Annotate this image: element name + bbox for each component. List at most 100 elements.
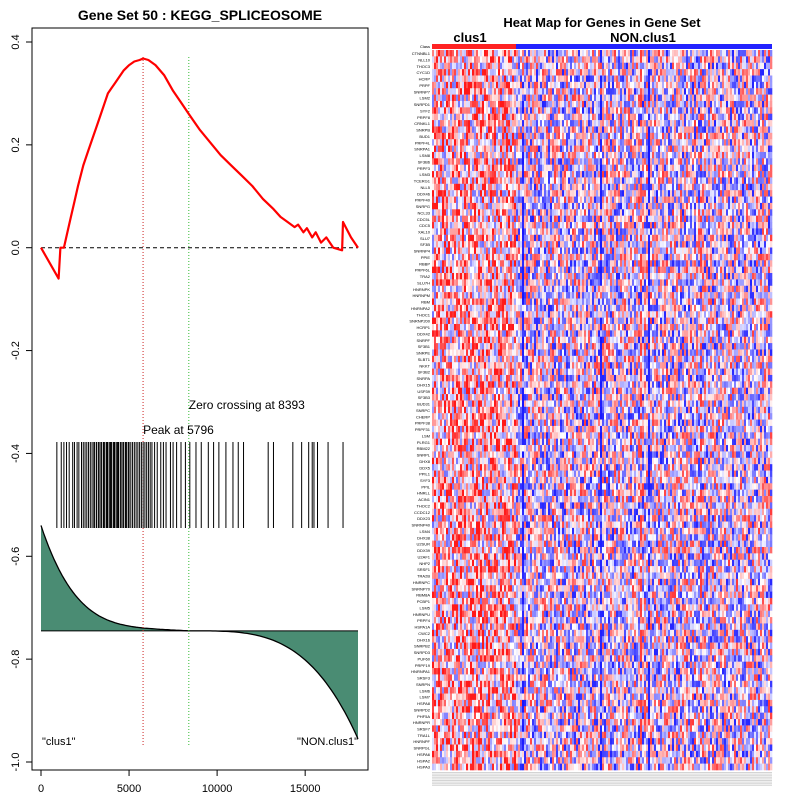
heatmap-cell [470, 107, 472, 114]
heatmap-cell [452, 69, 454, 76]
heatmap-cell [726, 152, 728, 159]
heatmap-cell [470, 56, 472, 63]
heatmap-cell [672, 95, 674, 102]
heatmap-cell [632, 133, 634, 140]
heatmap-cell [736, 171, 738, 178]
heatmap-cell [662, 56, 664, 63]
heatmap-cell [634, 56, 636, 63]
heatmap-cell [502, 184, 504, 191]
heatmap-cell [502, 56, 504, 63]
heatmap-cell [766, 146, 768, 153]
heatmap-cell [742, 120, 744, 127]
row-label: SNRNP70 [412, 586, 431, 591]
heatmap-cell [616, 63, 618, 70]
heatmap-cell [554, 114, 556, 121]
heatmap-cell [644, 190, 646, 197]
heatmap-cell [702, 184, 704, 191]
heatmap-cell [674, 209, 676, 216]
heatmap-cell [760, 114, 762, 121]
heatmap-cell [614, 184, 616, 191]
heatmap-cell [516, 203, 518, 210]
heatmap-cell [522, 139, 524, 146]
heatmap-cell [538, 101, 540, 108]
heatmap-cell [502, 165, 504, 172]
heatmap-cell [438, 171, 440, 178]
heatmap-cell [700, 133, 702, 140]
heatmap-cell [656, 75, 658, 82]
row-label: CDC5L [417, 217, 431, 222]
heatmap-cell [458, 158, 460, 165]
row-label: TRA2B [417, 574, 430, 579]
heatmap-cell [436, 146, 438, 153]
heatmap-cell [664, 171, 666, 178]
heatmap-cell [514, 177, 516, 184]
heatmap-cell [544, 120, 546, 127]
heatmap-cell [454, 139, 456, 146]
heatmap-cell [482, 101, 484, 108]
heatmap-cell [574, 152, 576, 159]
heatmap-cell [604, 146, 606, 153]
heatmap-cell [598, 50, 600, 57]
heatmap-cell [472, 101, 474, 108]
heatmap-cell [442, 56, 444, 63]
heatmap-cell [760, 158, 762, 165]
heatmap-cell [600, 69, 602, 76]
heatmap-cell [636, 222, 638, 229]
heatmap-cell [650, 107, 652, 114]
row-label: SNRNP7 [414, 89, 431, 94]
heatmap-cell [470, 146, 472, 153]
heatmap-cell [494, 82, 496, 89]
heatmap-cell [528, 216, 530, 223]
heatmap-cell [652, 184, 654, 191]
heatmap-cell [474, 190, 476, 197]
heatmap-cell [586, 146, 588, 153]
heatmap-cell [740, 184, 742, 191]
heatmap-cell [744, 190, 746, 197]
heatmap-cell [724, 177, 726, 184]
heatmap-cell [536, 82, 538, 89]
heatmap-cell [630, 203, 632, 210]
heatmap-cell [562, 82, 564, 89]
heatmap-cell [682, 69, 684, 76]
heatmap-cell [682, 184, 684, 191]
heatmap-cell [652, 75, 654, 82]
heatmap-cell [732, 190, 734, 197]
heatmap-cell [660, 171, 662, 178]
heatmap-cell [650, 63, 652, 70]
heatmap-cell [552, 56, 554, 63]
heatmap-cell [616, 203, 618, 210]
heatmap-cell [770, 197, 772, 204]
heatmap-cell [754, 171, 756, 178]
heatmap-cell [544, 88, 546, 95]
heatmap-cell [578, 101, 580, 108]
row-label: PRPF4 [417, 618, 431, 623]
heatmap-cell [486, 184, 488, 191]
heatmap-cell [580, 165, 582, 172]
heatmap-cell [504, 75, 506, 82]
heatmap-cell [694, 190, 696, 197]
heatmap-cell [510, 126, 512, 133]
heatmap-cell [530, 56, 532, 63]
heatmap-cell [678, 126, 680, 133]
heatmap-cell [670, 177, 672, 184]
heatmap-cell [640, 69, 642, 76]
heatmap-cell [674, 190, 676, 197]
heatmap-cell [474, 177, 476, 184]
heatmap-cell [620, 69, 622, 76]
heatmap-cell [438, 101, 440, 108]
heatmap-cell [496, 95, 498, 102]
heatmap-cell [512, 101, 514, 108]
heatmap-cell [730, 197, 732, 204]
heatmap-cell [766, 203, 768, 210]
heatmap-cell [668, 133, 670, 140]
heatmap-cell [662, 177, 664, 184]
heatmap-cell [730, 82, 732, 89]
heatmap-cell [466, 114, 468, 121]
heatmap-cell [544, 184, 546, 191]
heatmap-cell [620, 165, 622, 172]
heatmap-cell [538, 152, 540, 159]
heatmap-cell [452, 88, 454, 95]
heatmap-cell [540, 133, 542, 140]
heatmap-cell [646, 209, 648, 216]
heatmap-cell [478, 197, 480, 204]
